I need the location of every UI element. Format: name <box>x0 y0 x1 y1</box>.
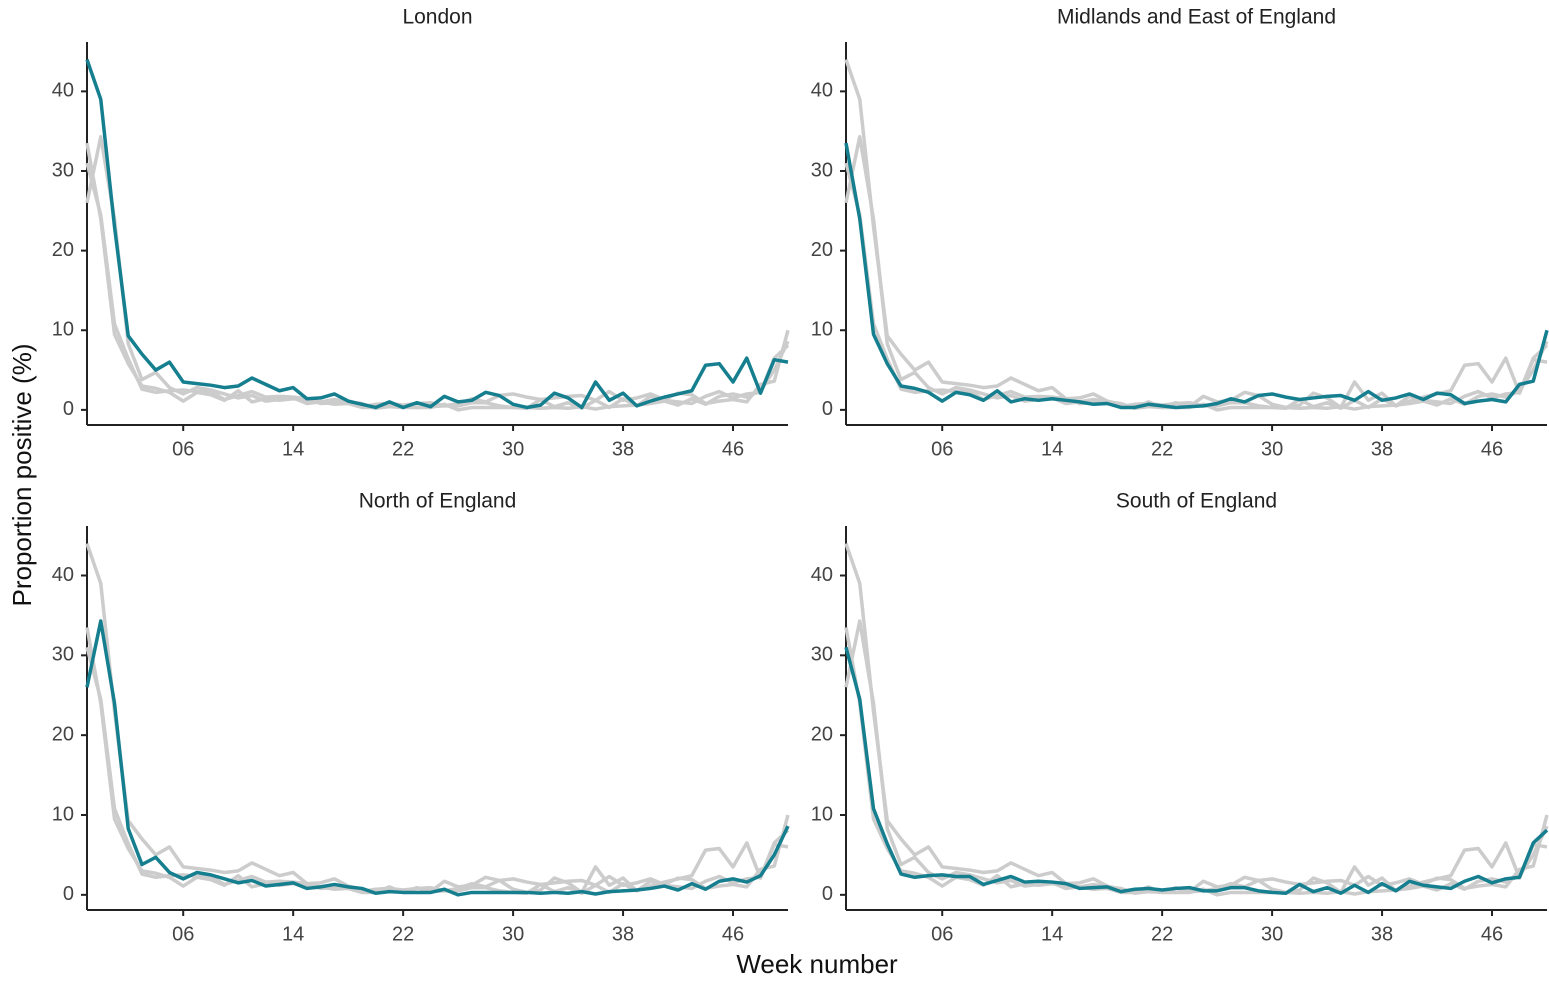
background-line <box>85 135 790 412</box>
y-tick-label: 40 <box>811 80 833 102</box>
background-line <box>844 627 1549 895</box>
y-tick-label: 40 <box>52 80 74 102</box>
x-tick-label: 06 <box>172 923 194 945</box>
background-line <box>85 162 790 411</box>
x-tick-label: 06 <box>172 438 194 460</box>
background-line <box>844 162 1549 411</box>
y-tick-label: 0 <box>822 398 833 420</box>
x-tick-label: 38 <box>1371 438 1393 460</box>
y-tick-label: 30 <box>52 644 74 666</box>
y-tick-label: 40 <box>52 564 74 586</box>
x-tick-label: 14 <box>282 438 304 460</box>
y-tick-label: 10 <box>811 319 833 341</box>
x-tick-label: 46 <box>722 923 744 945</box>
x-tick-label: 30 <box>1261 438 1283 460</box>
x-tick-label: 30 <box>1261 923 1283 945</box>
x-tick-label: 22 <box>392 923 414 945</box>
panel-title: Midlands and East of England <box>1057 6 1336 29</box>
highlight-line <box>844 142 1549 410</box>
y-tick-label: 0 <box>822 883 833 905</box>
x-tick-label: 14 <box>1041 923 1063 945</box>
x-tick-label: 30 <box>502 438 524 460</box>
y-tick-label: 30 <box>811 159 833 181</box>
highlight-line <box>85 58 789 410</box>
y-tick-label: 10 <box>52 803 74 825</box>
y-tick-label: 10 <box>52 319 74 341</box>
x-tick-label: 22 <box>1151 438 1173 460</box>
y-tick-label: 20 <box>811 723 833 745</box>
y-tick-label: 40 <box>811 564 833 586</box>
x-tick-label: 30 <box>502 923 524 945</box>
x-tick-label: 38 <box>1371 923 1393 945</box>
x-tick-label: 06 <box>931 923 953 945</box>
background-line <box>85 142 790 410</box>
panel-title: London <box>402 6 472 29</box>
y-tick-label: 20 <box>52 239 74 261</box>
background-line <box>85 542 789 895</box>
y-tick-label: 30 <box>52 159 74 181</box>
x-tick-label: 22 <box>392 438 414 460</box>
background-line <box>844 619 1549 897</box>
y-axis-title: Proportion positive (%) <box>7 344 37 607</box>
x-tick-label: 22 <box>1151 923 1173 945</box>
highlight-line <box>844 646 1549 895</box>
y-tick-label: 20 <box>52 723 74 745</box>
y-tick-label: 30 <box>811 644 833 666</box>
x-tick-label: 38 <box>612 923 634 945</box>
highlight-line <box>85 619 790 897</box>
x-tick-label: 46 <box>722 438 744 460</box>
panel-title: South of England <box>1116 490 1277 513</box>
x-axis-title: Week number <box>736 949 898 979</box>
x-tick-label: 14 <box>1041 438 1063 460</box>
y-tick-label: 20 <box>811 239 833 261</box>
y-tick-label: 0 <box>63 398 74 420</box>
x-tick-label: 46 <box>1481 438 1503 460</box>
background-line <box>85 627 790 895</box>
panel-title: North of England <box>359 490 517 513</box>
x-tick-label: 06 <box>931 438 953 460</box>
x-tick-label: 14 <box>282 923 304 945</box>
background-line <box>85 646 790 895</box>
y-tick-label: 10 <box>811 803 833 825</box>
background-line <box>844 58 1548 410</box>
x-tick-label: 46 <box>1481 923 1503 945</box>
x-tick-label: 38 <box>612 438 634 460</box>
background-line <box>844 135 1549 412</box>
background-line <box>844 542 1548 895</box>
y-tick-label: 0 <box>63 883 74 905</box>
